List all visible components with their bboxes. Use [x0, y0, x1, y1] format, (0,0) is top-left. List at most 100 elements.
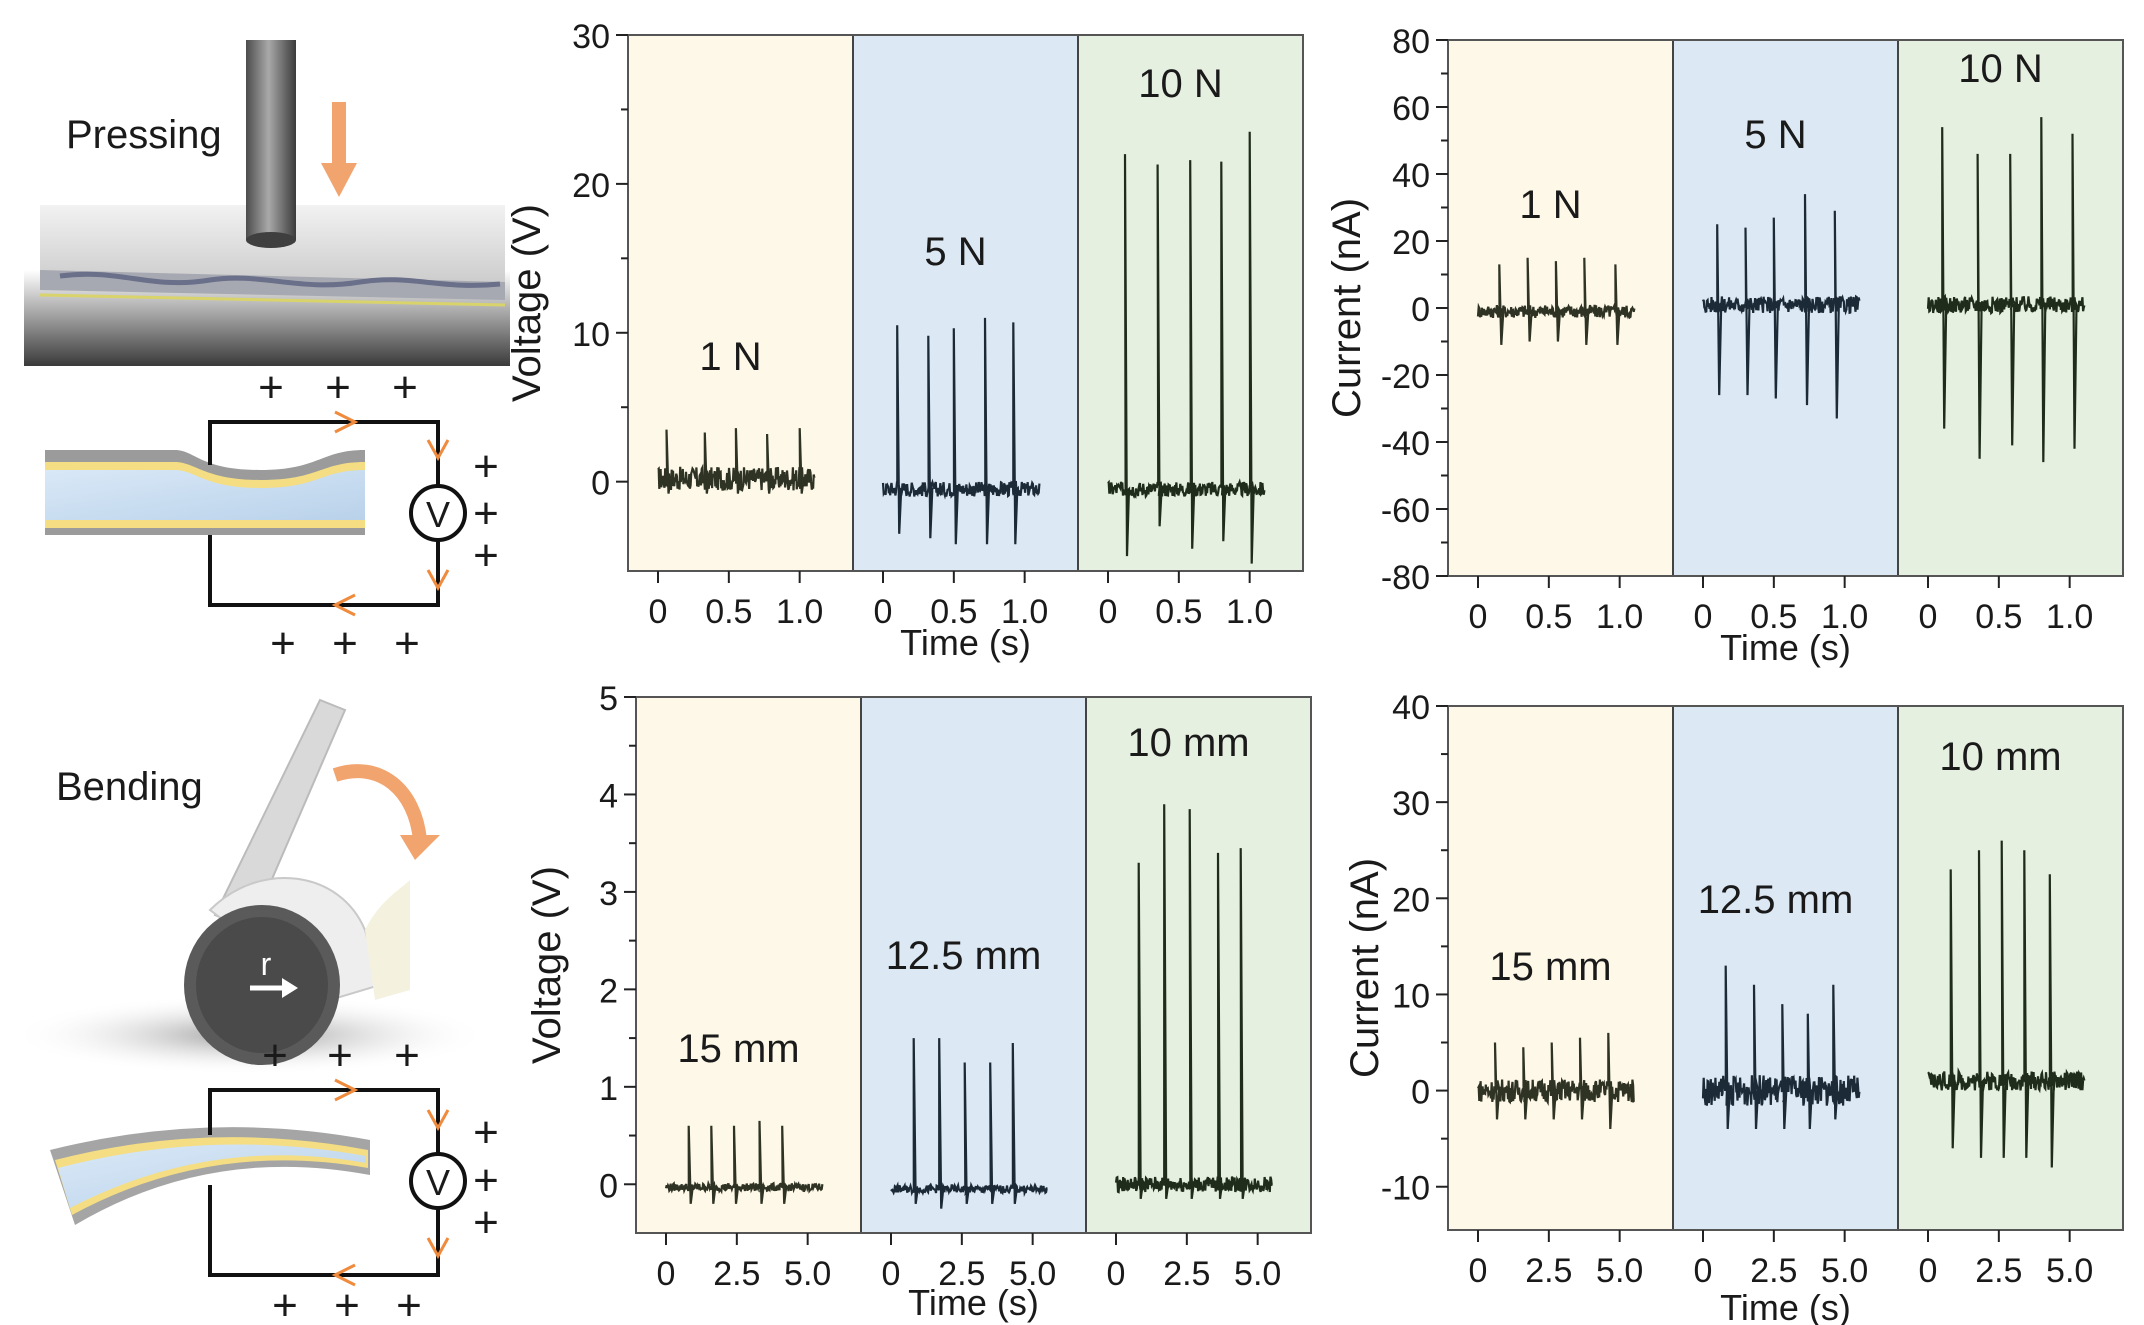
schematic-column: Pressing V + + + + + + [10, 40, 510, 1325]
x-tick-label: 2.5 [938, 1255, 985, 1293]
series-label: 10 mm [1939, 735, 2061, 779]
x-tick-label: 0 [1107, 1255, 1126, 1293]
series-trace [1701, 194, 1861, 419]
x-tick-label: 0 [1099, 593, 1118, 631]
series-trace [664, 1120, 824, 1204]
bent-film-edge [365, 880, 410, 1000]
series-label: 1 N [1519, 183, 1581, 227]
y-tick-label: 0 [591, 465, 610, 503]
x-tick-label: 0 [1694, 1252, 1713, 1290]
x-tick-label: 1.0 [1226, 593, 1273, 631]
series-trace [1926, 117, 2086, 463]
series-trace [1476, 257, 1636, 345]
charge-sign: + [473, 1198, 499, 1247]
bending-illustration: r Bending [10, 698, 490, 1075]
charge-sign: + [272, 1281, 298, 1325]
voltmeter-label: V [426, 494, 450, 535]
x-tick-label: 5.0 [2046, 1252, 2093, 1290]
x-tick-label: 5.0 [784, 1255, 831, 1293]
film-layer [40, 270, 505, 300]
series-label: 10 N [1138, 62, 1223, 106]
chart-pressing-current: -80 -60 -40 -20 0 20 40 60 80 Current (nA) 0 0.5 1.0… [1325, 23, 2124, 668]
bend-current-arrow-icons [331, 1078, 450, 1287]
x-tick-label: 0.5 [1525, 598, 1572, 636]
x-tick-label: 2.5 [1750, 1252, 1797, 1290]
x-tick-label: 1.0 [1001, 593, 1048, 631]
bend-charge-signs: + + + + + + + + + [262, 1031, 499, 1325]
x-tick-label: 0.5 [1155, 593, 1202, 631]
x-axis-label: Time (s) [908, 1282, 1039, 1323]
series-label: 5 N [1744, 113, 1806, 157]
x-tick-label: 0 [1919, 1252, 1938, 1290]
y-tick-label: 30 [1392, 785, 1430, 823]
plot-frame [627, 34, 1304, 572]
series-trace [657, 428, 816, 494]
x-tick-label: 2.5 [1163, 1255, 1210, 1293]
series-trace [1107, 131, 1266, 564]
panel-background [628, 35, 853, 571]
series-label: 10 N [1958, 47, 2043, 91]
y-tick-label: 5 [599, 680, 618, 718]
y-tick-label: 3 [599, 875, 618, 913]
y-axis-label: Current (nA) [1343, 858, 1387, 1078]
film-pattern [59, 271, 501, 288]
y-tick-label: 0 [599, 1167, 618, 1205]
x-tick-label: 1.0 [2046, 598, 2093, 636]
y-axis-label: Current (nA) [1325, 198, 1369, 418]
series-label: 15 mm [677, 1027, 799, 1071]
pressing-illustration: Pressing [24, 40, 510, 366]
x-tick-label: 2.5 [1975, 1252, 2022, 1290]
radius-arrow-icon [282, 978, 298, 998]
y-tick-label: 40 [1392, 689, 1430, 727]
rod-tip [246, 232, 296, 248]
pressing-label: Pressing [66, 113, 222, 157]
current-arrow-icons [331, 410, 450, 617]
charge-sign: + [258, 363, 284, 412]
x-tick-label: 1.0 [1596, 598, 1643, 636]
device-foam [45, 470, 365, 520]
x-tick-label: 0 [1919, 598, 1938, 636]
y-tick-label: 20 [1392, 224, 1430, 262]
pressing-circuit: V + + + + + + + + + [45, 363, 499, 668]
y-tick-label: 2 [599, 972, 618, 1010]
x-tick-label: 5.0 [1821, 1252, 1868, 1290]
charge-sign: + [270, 619, 296, 668]
bent-foam [58, 1144, 366, 1208]
bend-wire-bottom [208, 1185, 440, 1277]
voltmeter-icon [409, 484, 467, 542]
charge-sign: + [473, 531, 499, 580]
y-tick-label: 10 [572, 316, 610, 354]
panel-background [636, 697, 861, 1233]
x-tick-label: 0.5 [1750, 598, 1797, 636]
charge-sign: + [332, 619, 358, 668]
cylinder-face [196, 917, 328, 1053]
series-trace [1927, 840, 2086, 1168]
y-tick-label: 20 [572, 167, 610, 205]
charge-sign: + [392, 363, 418, 412]
y-tick-label: 20 [1392, 881, 1430, 919]
y-tick-label: -60 [1381, 492, 1430, 530]
x-tick-label: 0 [1469, 1252, 1488, 1290]
plot-frame [635, 696, 1312, 1234]
series-label: 12.5 mm [1698, 878, 1854, 922]
panel-background [1448, 706, 1673, 1230]
bending-label: Bending [56, 765, 203, 809]
y-tick-label: 4 [599, 777, 618, 815]
panel-background [1448, 40, 1673, 576]
x-tick-label: 0 [874, 593, 893, 631]
y-axis-label: Voltage (V) [525, 866, 569, 1064]
x-tick-label: 0.5 [1975, 598, 2022, 636]
x-tick-label: 2.5 [1525, 1252, 1572, 1290]
charge-signs: + + + + + + + + + [258, 363, 499, 668]
panel-background [1086, 697, 1311, 1233]
wire-bottom [208, 535, 440, 607]
x-tick-label: 0 [657, 1255, 676, 1293]
radius-label: r [261, 946, 272, 982]
series-trace [1701, 965, 1861, 1130]
plot-frame [1447, 705, 2124, 1231]
x-tick-label: 0.5 [930, 593, 977, 631]
x-tick-label: 1.0 [776, 593, 823, 631]
series-label: 10 mm [1127, 721, 1249, 765]
bend-arrow-icon [332, 764, 427, 841]
